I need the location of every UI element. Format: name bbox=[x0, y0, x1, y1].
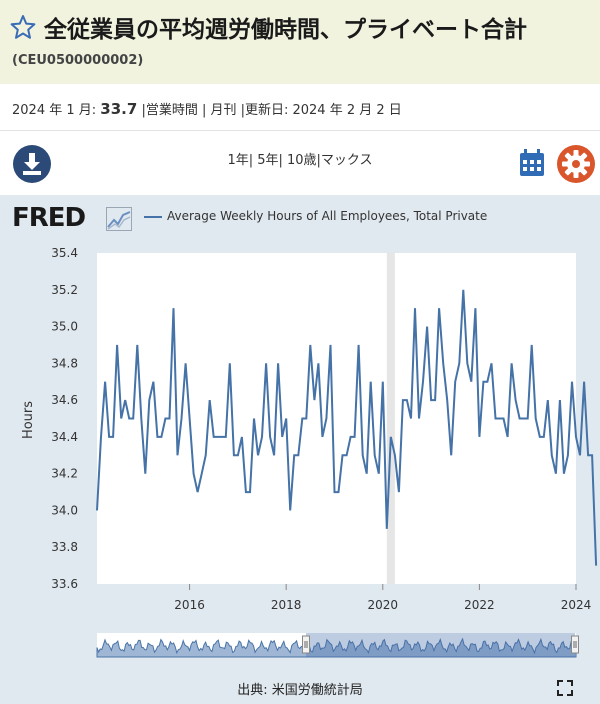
navigator-series bbox=[96, 637, 577, 658]
calendar-icon[interactable] bbox=[518, 148, 546, 182]
fullscreen-icon[interactable] bbox=[557, 680, 573, 700]
navigator-handle[interactable] bbox=[571, 635, 579, 654]
y-tick-label: 34.0 bbox=[51, 503, 78, 517]
x-tick-label: 2016 bbox=[174, 598, 205, 612]
x-axis: 2016 2018 2020 2022 2024 bbox=[174, 584, 591, 612]
y-tick-label: 33.6 bbox=[51, 577, 78, 591]
observation-date: 2024 年 1 月: bbox=[12, 103, 97, 118]
y-tick-label: 35.4 bbox=[51, 246, 78, 260]
series-code: (CEU0500000002) bbox=[12, 53, 144, 68]
x-tick-label: 2020 bbox=[368, 598, 399, 612]
page-title: 全従業員の平均週労働時間、プライベート合計 bbox=[44, 17, 527, 43]
y-tick-label: 34.6 bbox=[51, 393, 78, 407]
y-tick-label: 34.8 bbox=[51, 356, 78, 370]
fred-logo: FRED bbox=[12, 203, 86, 233]
date-range-selector[interactable]: 1年| 5年| 10歳|マックス bbox=[227, 153, 373, 168]
y-tick-label: 34.4 bbox=[51, 430, 78, 444]
navigator-handle[interactable] bbox=[302, 635, 310, 654]
range-navigator[interactable] bbox=[96, 633, 579, 658]
y-axis-label: Hours bbox=[21, 401, 36, 439]
line-chart[interactable]: 33.6 33.8 34.0 34.2 34.4 34.6 34.8 35.0 35.2 35.4… bbox=[0, 230, 600, 690]
y-tick-label: 34.2 bbox=[51, 467, 78, 481]
navigator-selection[interactable] bbox=[306, 633, 575, 657]
divider bbox=[0, 130, 600, 131]
legend-swatch bbox=[144, 216, 162, 218]
x-tick-label: 2018 bbox=[271, 598, 302, 612]
legend-label: Average Weekly Hours of All Employees, T… bbox=[167, 209, 488, 223]
observation-units: |営業時間 | 月刊 |更新日: 2024 年 2 月 2 日 bbox=[141, 103, 402, 118]
series-line bbox=[96, 289, 598, 566]
x-tick-label: 2024 bbox=[561, 598, 592, 612]
y-tick-label: 33.8 bbox=[51, 540, 78, 554]
observation-info: 2024 年 1 月: 33.7 |営業時間 | 月刊 |更新日: 2024 年… bbox=[12, 99, 402, 118]
y-tick-label: 35.0 bbox=[51, 320, 78, 334]
source-label: 出典: 米国労働統計局 bbox=[237, 683, 363, 698]
x-tick-label: 2022 bbox=[464, 598, 495, 612]
observation-value: 33.7 bbox=[100, 100, 138, 118]
series-header: 全従業員の平均週労働時間、プライベート合計 (CEU0500000002) bbox=[0, 0, 600, 84]
fred-logo-graph-icon bbox=[106, 207, 132, 235]
y-axis: 33.6 33.8 34.0 34.2 34.4 34.6 34.8 35.0 35.2 35.4 bbox=[51, 246, 78, 591]
gear-icon[interactable] bbox=[556, 144, 596, 188]
download-icon[interactable] bbox=[12, 144, 52, 188]
recession-band bbox=[386, 253, 395, 584]
recession-bands bbox=[386, 253, 395, 584]
y-tick-label: 35.2 bbox=[51, 283, 78, 297]
star-icon[interactable] bbox=[10, 14, 36, 44]
